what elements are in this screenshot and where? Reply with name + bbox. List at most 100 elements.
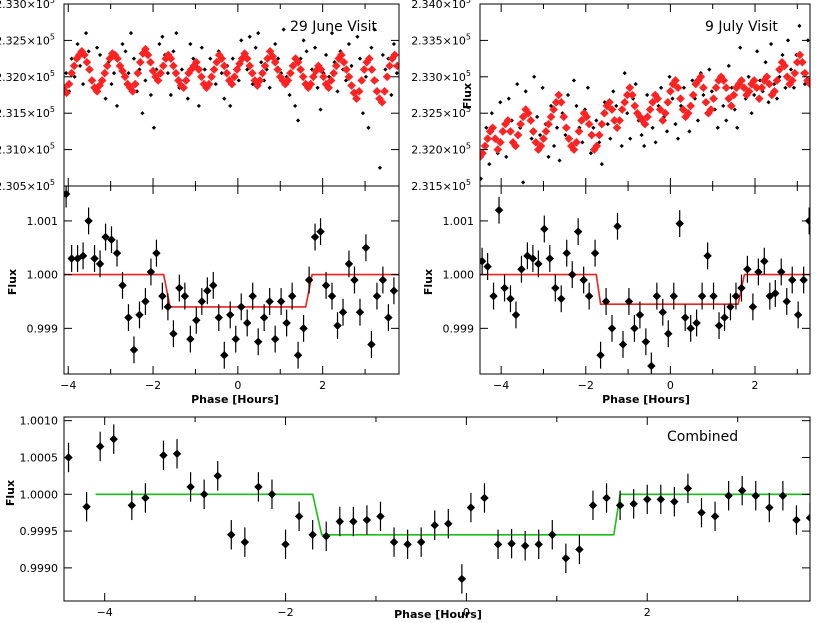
july-binned-data-point bbox=[726, 302, 735, 312]
july-raw-binned-red-point bbox=[658, 116, 668, 125]
july-binned-data-point bbox=[692, 318, 701, 328]
july-raw-raw-point bbox=[608, 136, 613, 141]
june-binned-data-point bbox=[327, 291, 337, 301]
combined-data-point bbox=[240, 537, 250, 547]
june-binned-data-point bbox=[355, 308, 365, 317]
june-binned-data-point bbox=[316, 227, 325, 236]
june-raw-raw-point bbox=[222, 96, 227, 101]
combined-data-point bbox=[335, 517, 344, 526]
june-raw-raw-point bbox=[346, 41, 352, 47]
july-raw-raw-point bbox=[642, 143, 647, 149]
combined-x-tick-label: −2 bbox=[277, 606, 293, 619]
july-raw-raw-point bbox=[565, 92, 571, 98]
june-raw-binned-red-point bbox=[380, 87, 389, 96]
combined-data-point bbox=[294, 512, 304, 521]
july-raw-binned-red-point bbox=[704, 108, 713, 118]
july-binned-data-point bbox=[624, 297, 634, 306]
july-raw-raw-point bbox=[594, 118, 599, 123]
june-raw-binned-red-point bbox=[324, 83, 333, 93]
july-raw-binned-red-point bbox=[569, 145, 579, 154]
july-raw-raw-point bbox=[670, 96, 675, 101]
july-binned-y-tick-label: 0.999 bbox=[443, 322, 475, 335]
june-raw-raw-point bbox=[287, 92, 292, 98]
july-raw-raw-point bbox=[681, 85, 687, 90]
july-raw-binned-red-point bbox=[711, 83, 721, 93]
june-raw-binned-red-point bbox=[64, 88, 71, 98]
july-raw-binned-red-point bbox=[655, 105, 665, 114]
june-raw-raw-point bbox=[326, 74, 332, 79]
july-raw-raw-point bbox=[551, 143, 557, 149]
july-raw-binned-red-point bbox=[795, 50, 805, 60]
june-raw-binned-red-point bbox=[372, 87, 382, 96]
june-raw-binned-red-point bbox=[309, 72, 318, 82]
july-raw-raw-point bbox=[504, 154, 509, 159]
july-raw-y-tick-mantissa: 2.325×10 bbox=[411, 107, 466, 120]
july-raw-y-tick-label: 2.330×105 bbox=[411, 69, 471, 84]
july-raw-binned-red-point bbox=[696, 72, 706, 82]
july-raw-y-tick-exponent: 5 bbox=[466, 142, 471, 151]
june-raw-binned-red-point bbox=[359, 65, 369, 74]
june-raw-binned-red-point bbox=[133, 68, 143, 78]
june-raw-binned-red-point bbox=[370, 76, 379, 85]
june-binned-data-point bbox=[248, 291, 257, 301]
july-raw-raw-point bbox=[771, 81, 777, 87]
june-raw-raw-point bbox=[276, 56, 281, 61]
combined-x-tick-label: 2 bbox=[644, 606, 651, 619]
july-raw-binned-red-point bbox=[762, 72, 772, 82]
july-raw-raw-point bbox=[489, 111, 494, 116]
june-raw-binned-red-point bbox=[82, 57, 92, 67]
combined-data-point bbox=[534, 540, 543, 549]
combined-data-point bbox=[751, 491, 760, 500]
july-raw-raw-point bbox=[738, 45, 743, 50]
july-binned-data-point bbox=[557, 294, 566, 303]
june-raw-y-tick-exponent: 5 bbox=[50, 32, 55, 41]
june-binned-data-point bbox=[214, 313, 223, 322]
june-raw-raw-point bbox=[267, 85, 272, 90]
july-binned-data-point bbox=[528, 254, 538, 263]
july-raw-raw-point bbox=[774, 96, 780, 101]
july-raw-raw-point bbox=[602, 100, 607, 105]
combined-data-point bbox=[615, 501, 625, 510]
july-raw-binned-red-point bbox=[564, 134, 574, 143]
july-binned-data-point bbox=[697, 291, 707, 301]
combined-y-tick-label: 0.9990 bbox=[20, 562, 59, 575]
june-raw-raw-point bbox=[250, 81, 255, 87]
june-raw-raw-point bbox=[179, 67, 184, 72]
june-raw-binned-red-point bbox=[357, 76, 366, 85]
july-raw-binned-red-point bbox=[721, 83, 731, 93]
june-raw-raw-point bbox=[343, 78, 349, 83]
june-raw-raw-point bbox=[188, 41, 193, 47]
june-binned-data-point bbox=[67, 254, 76, 263]
july-binned-data-point bbox=[601, 297, 611, 306]
combined-y-axis-label: Flux bbox=[4, 480, 17, 506]
june-raw-raw-point bbox=[157, 41, 162, 47]
july-raw-raw-point bbox=[709, 89, 714, 94]
july-binned-data-point bbox=[483, 262, 492, 271]
june-raw-binned-red-point bbox=[194, 65, 204, 74]
july-raw-raw-point bbox=[532, 74, 537, 79]
june-raw-raw-point bbox=[323, 52, 329, 58]
june-raw-y-tick-mantissa: 2.325×10 bbox=[0, 34, 50, 47]
june-binned-data-point bbox=[90, 254, 99, 263]
july-raw-raw-point bbox=[574, 103, 579, 109]
july-raw-raw-point bbox=[760, 89, 765, 94]
june-raw-raw-point bbox=[80, 81, 86, 87]
july-raw-y-tick-label: 2.315×105 bbox=[411, 178, 471, 193]
july-raw-binned-red-point bbox=[737, 76, 746, 85]
july-raw-y-axis-label: Flux bbox=[461, 83, 474, 109]
june-binned-data-point bbox=[367, 340, 376, 349]
june-binned-y-axis-label: Flux bbox=[6, 269, 19, 295]
june-raw-raw-point bbox=[239, 38, 244, 43]
july-binned-data-point bbox=[540, 224, 549, 234]
june-raw-binned-red-point bbox=[342, 65, 351, 74]
june-raw-raw-point bbox=[377, 165, 383, 170]
july-raw-y-tick-label: 2.325×105 bbox=[411, 105, 471, 120]
june-raw-raw-point bbox=[372, 27, 377, 32]
july-raw-raw-point bbox=[690, 78, 695, 83]
july-raw-binned-red-point bbox=[744, 87, 754, 96]
july-raw-binned-red-point bbox=[648, 97, 657, 107]
july-raw-raw-point bbox=[667, 74, 672, 79]
combined-y-tick-label: 1.0010 bbox=[20, 415, 59, 428]
june-raw-binned-red-point bbox=[316, 65, 326, 74]
june-raw-binned-red-point bbox=[245, 61, 255, 71]
